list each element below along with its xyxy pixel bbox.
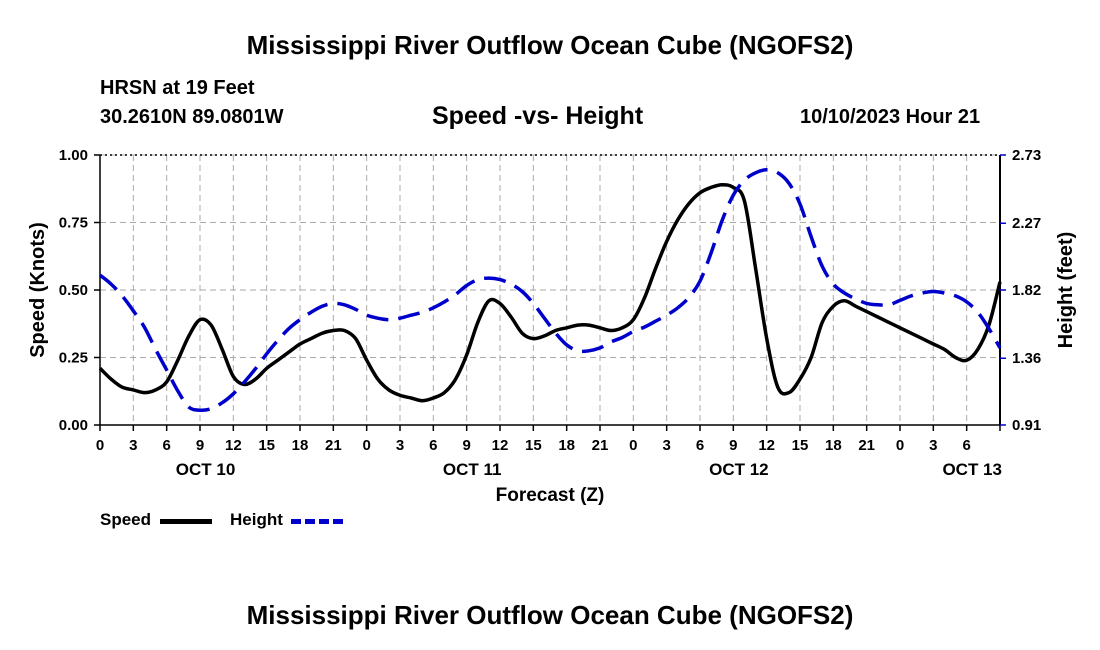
y-right-tick-label: 2.27 bbox=[1012, 215, 1041, 232]
speed-height-chart: 0 3 6 9 12 15 18 21 0 3 6 9 12 15 18 21 0 3 6 9 12 15 18 21 0 3 6O… bbox=[27, 147, 1077, 506]
x-tick-label: 12 bbox=[225, 437, 242, 454]
x-tick-label: 15 bbox=[792, 437, 809, 454]
x-tick-label: 21 bbox=[858, 437, 875, 454]
y-left-axis-label: Speed (Knots) bbox=[27, 222, 49, 358]
x-tick-label: 6 bbox=[696, 437, 704, 454]
y-left-tick-label: 0.50 bbox=[59, 282, 88, 299]
y-right-tick-label: 1.36 bbox=[1012, 350, 1041, 367]
station-label: HRSN at 19 Feet bbox=[100, 77, 255, 99]
x-tick-label: 15 bbox=[525, 437, 542, 454]
y-right-tick-label: 1.82 bbox=[1012, 282, 1041, 299]
x-tick-label: 6 bbox=[162, 437, 170, 454]
y-left-tick-label: 1.00 bbox=[59, 147, 88, 164]
legend-height-label: Height bbox=[230, 510, 283, 529]
day-label: OCT 10 bbox=[176, 460, 236, 479]
timestamp-label: 10/10/2023 Hour 21 bbox=[800, 106, 981, 128]
x-tick-label: 12 bbox=[758, 437, 775, 454]
day-label: OCT 11 bbox=[443, 460, 502, 479]
x-tick-label: 0 bbox=[896, 437, 904, 454]
day-label: OCT 13 bbox=[942, 460, 1002, 479]
x-tick-label: 0 bbox=[362, 437, 370, 454]
x-tick-label: 3 bbox=[129, 437, 137, 454]
x-tick-label: 9 bbox=[196, 437, 204, 454]
x-tick-label: 18 bbox=[825, 437, 842, 454]
station-coords: 30.2610N 89.0801W bbox=[100, 106, 284, 128]
x-tick-label: 0 bbox=[96, 437, 104, 454]
x-tick-label: 0 bbox=[629, 437, 637, 454]
legend-speed-label: Speed bbox=[100, 510, 152, 529]
x-tick-label: 18 bbox=[558, 437, 575, 454]
x-tick-label: 15 bbox=[258, 437, 275, 454]
page-title-bottom: Mississippi River Outflow Ocean Cube (NG… bbox=[246, 600, 854, 630]
y-left-tick-label: 0.75 bbox=[59, 215, 88, 232]
legend-speed-swatch bbox=[160, 519, 212, 524]
x-tick-label: 6 bbox=[429, 437, 437, 454]
x-tick-label: 3 bbox=[396, 437, 404, 454]
y-right-tick-label: 0.91 bbox=[1012, 417, 1041, 434]
x-tick-label: 18 bbox=[292, 437, 309, 454]
x-tick-label: 9 bbox=[729, 437, 737, 454]
x-tick-label: 3 bbox=[929, 437, 937, 454]
y-right-axis-label: Height (feet) bbox=[1055, 232, 1077, 349]
x-axis-label: Forecast (Z) bbox=[496, 485, 605, 506]
x-tick-label: 12 bbox=[492, 437, 509, 454]
speed-series-line bbox=[98, 182, 1002, 403]
y-left-tick-label: 0.00 bbox=[59, 417, 88, 434]
height-series-line bbox=[98, 168, 1002, 412]
y-left-tick-label: 0.25 bbox=[59, 350, 88, 367]
day-label: OCT 12 bbox=[709, 460, 769, 479]
x-tick-label: 3 bbox=[662, 437, 670, 454]
legend-height-swatch bbox=[291, 519, 343, 524]
x-tick-label: 9 bbox=[462, 437, 470, 454]
x-tick-label: 6 bbox=[962, 437, 970, 454]
chart-title: Speed -vs- Height bbox=[432, 102, 644, 130]
x-tick-label: 21 bbox=[325, 437, 342, 454]
x-tick-label: 21 bbox=[592, 437, 609, 454]
y-right-tick-label: 2.73 bbox=[1012, 147, 1041, 164]
page-title: Mississippi River Outflow Ocean Cube (NG… bbox=[246, 30, 854, 60]
